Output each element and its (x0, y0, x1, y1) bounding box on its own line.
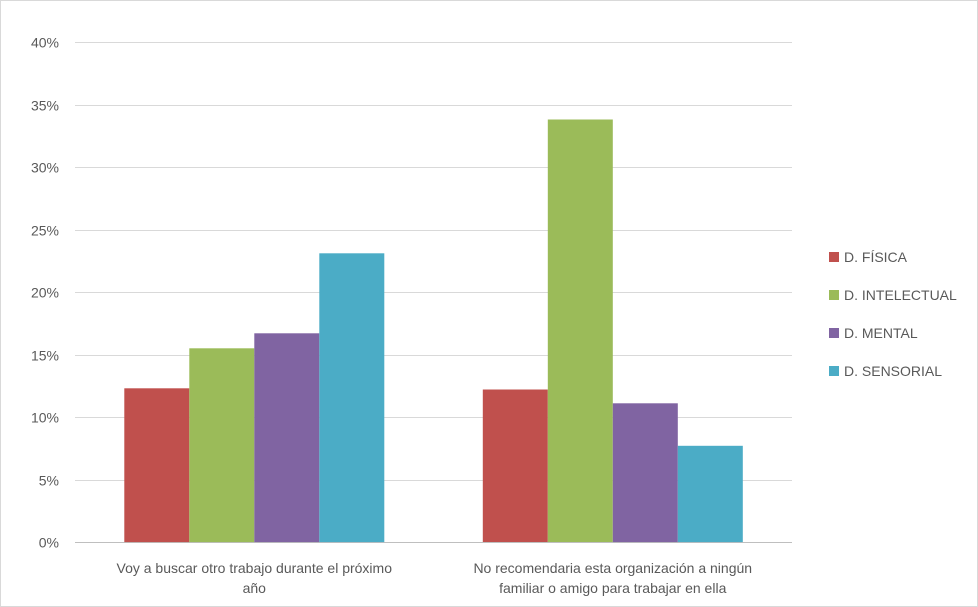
bar-d-sensorial-0 (319, 253, 385, 543)
legend-label: D. FÍSICA (844, 249, 908, 265)
x-category-label: Voy a buscar otro trabajo durante el pró… (117, 560, 393, 576)
y-tick-label: 35% (31, 98, 59, 114)
y-tick-label: 10% (31, 410, 59, 426)
x-category-label: año (243, 580, 267, 596)
legend-swatch (829, 290, 839, 300)
y-tick-label: 5% (39, 473, 59, 489)
bar-d-intelectual-0 (189, 348, 255, 543)
legend: D. FÍSICA D. INTELECTUAL D. MENTAL D. SENSO… (829, 249, 957, 379)
y-axis-tick-labels: 0% 5% 10% 15% 20% 25% 30% 35% 40% (31, 35, 59, 551)
legend-label: D. SENSORIAL (844, 363, 942, 379)
bar-d-f-sica-1 (482, 389, 548, 542)
y-tick-label: 0% (39, 535, 59, 551)
bar-d-mental-0 (254, 333, 320, 543)
legend-label: D. INTELECTUAL (844, 287, 957, 303)
x-category-label: No recomendaria esta organización a ning… (473, 560, 752, 576)
y-tick-label: 15% (31, 348, 59, 364)
y-tick-label: 25% (31, 223, 59, 239)
legend-swatch (829, 328, 839, 338)
bar-d-mental-1 (612, 403, 678, 543)
legend-label: D. MENTAL (844, 325, 918, 341)
bar-d-f-sica-0 (124, 388, 190, 543)
bars (124, 119, 743, 543)
y-tick-label: 40% (31, 35, 59, 51)
legend-swatch (829, 252, 839, 262)
y-tick-label: 20% (31, 285, 59, 301)
legend-swatch (829, 366, 839, 376)
bar-d-sensorial-1 (677, 445, 743, 543)
bar-d-intelectual-1 (547, 119, 613, 542)
y-tick-label: 30% (31, 160, 59, 176)
x-category-label: familiar o amigo para trabajar en ella (499, 580, 726, 596)
x-axis-category-labels: Voy a buscar otro trabajo durante el pró… (117, 560, 753, 596)
